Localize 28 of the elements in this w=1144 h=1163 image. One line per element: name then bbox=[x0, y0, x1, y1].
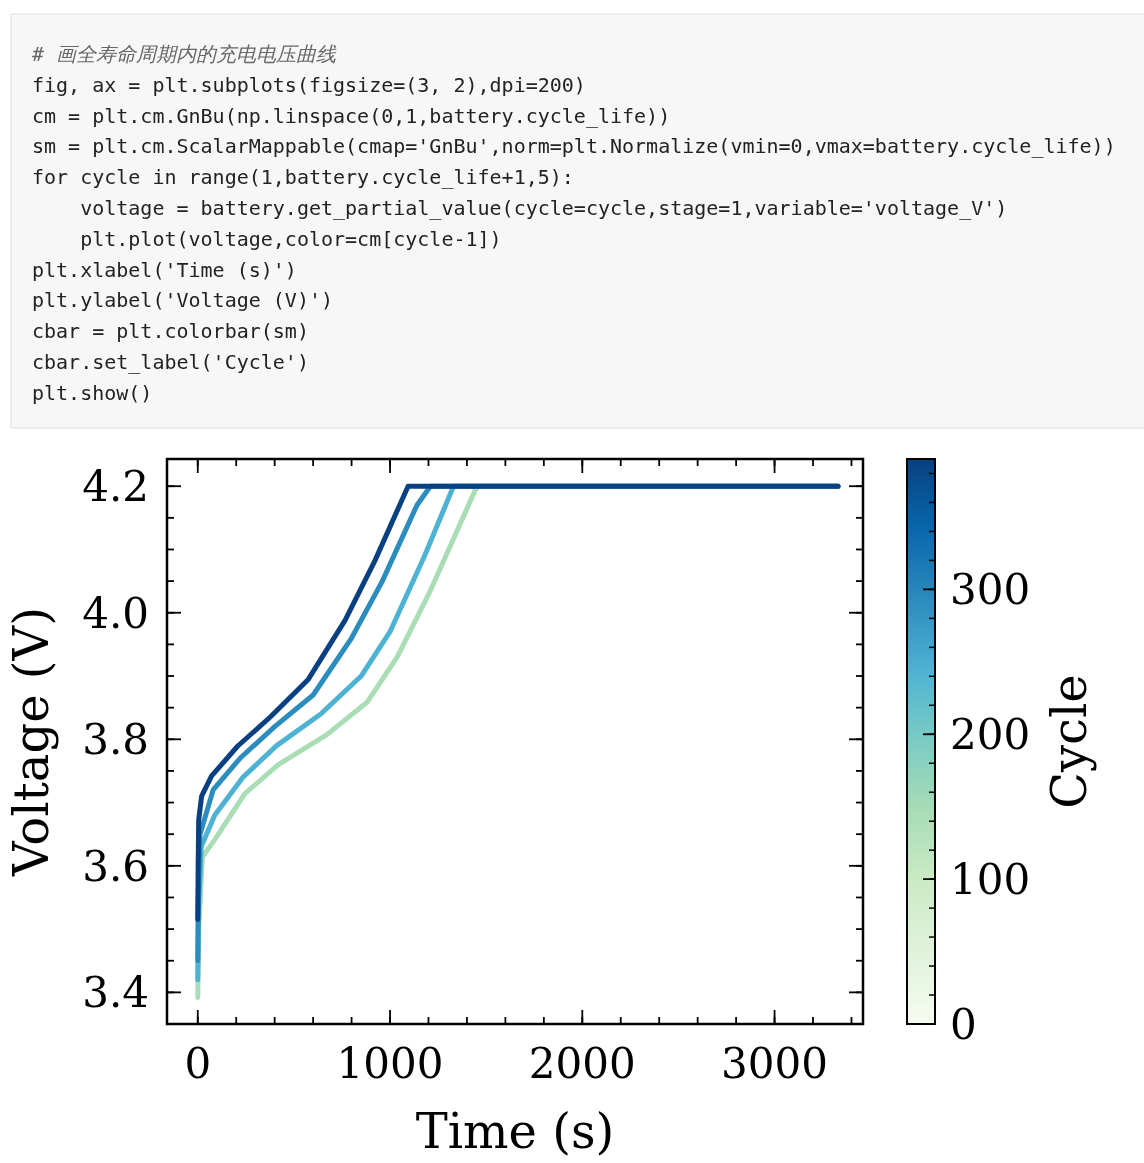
text: voltage = battery.get_partial_value(cycle=cycle,stage=1,variable='voltage_V') bbox=[32, 196, 1008, 220]
text: plt.xlabel('Time (s)') bbox=[32, 257, 297, 282]
color-bar-title: Cycle bbox=[1041, 674, 1097, 809]
color-bar-label: 0 bbox=[950, 1000, 977, 1049]
color-bar-label: 300 bbox=[950, 565, 1031, 615]
text: # 画全寿命周期内的充电电压曲线 bbox=[31, 42, 338, 66]
x-tick-label: 0 bbox=[184, 1039, 212, 1088]
x-tick-label: 1000 bbox=[336, 1039, 444, 1088]
color-bar-label: 200 bbox=[950, 710, 1031, 760]
text: plt.plot(voltage,color=cm[cycle-1]) bbox=[32, 226, 502, 251]
y-axis-title: Voltage (V) bbox=[3, 607, 59, 877]
y-tick-label: 3.4 bbox=[82, 968, 149, 1018]
text: sm = plt.cm.ScalarMappable(cmap='GnBu',norm=plt.Normalize(vmin=0,vmax=battery.cycle_life)) bbox=[32, 134, 1116, 159]
y-tick-label: 3.6 bbox=[82, 841, 149, 891]
color-bar-label: 100 bbox=[950, 855, 1031, 905]
text: cbar.set_label('Cycle') bbox=[32, 350, 309, 374]
text: plt.show() bbox=[32, 380, 153, 405]
y-tick-label: 4.2 bbox=[82, 462, 149, 512]
x-tick-label: 3000 bbox=[721, 1039, 828, 1088]
text: cm = plt.cm.GnBu(np.linspace(0,1,battery.cycle_life)) bbox=[32, 103, 671, 128]
text: fig, ax = plt.subplots(figsize=(3, 2),dpi=200) bbox=[32, 72, 586, 97]
x-axis-title: Time (s) bbox=[415, 1103, 615, 1159]
x-tick-label: 2000 bbox=[528, 1039, 636, 1088]
y-tick-label: 3.8 bbox=[82, 715, 149, 765]
text: for cycle in range(1,battery.cycle_life+1,5): bbox=[32, 165, 574, 190]
text: plt.ylabel('Voltage (V)') bbox=[32, 288, 334, 313]
y-tick-label: 4.0 bbox=[82, 588, 149, 638]
text: cbar = plt.colorbar(sm) bbox=[32, 319, 309, 344]
